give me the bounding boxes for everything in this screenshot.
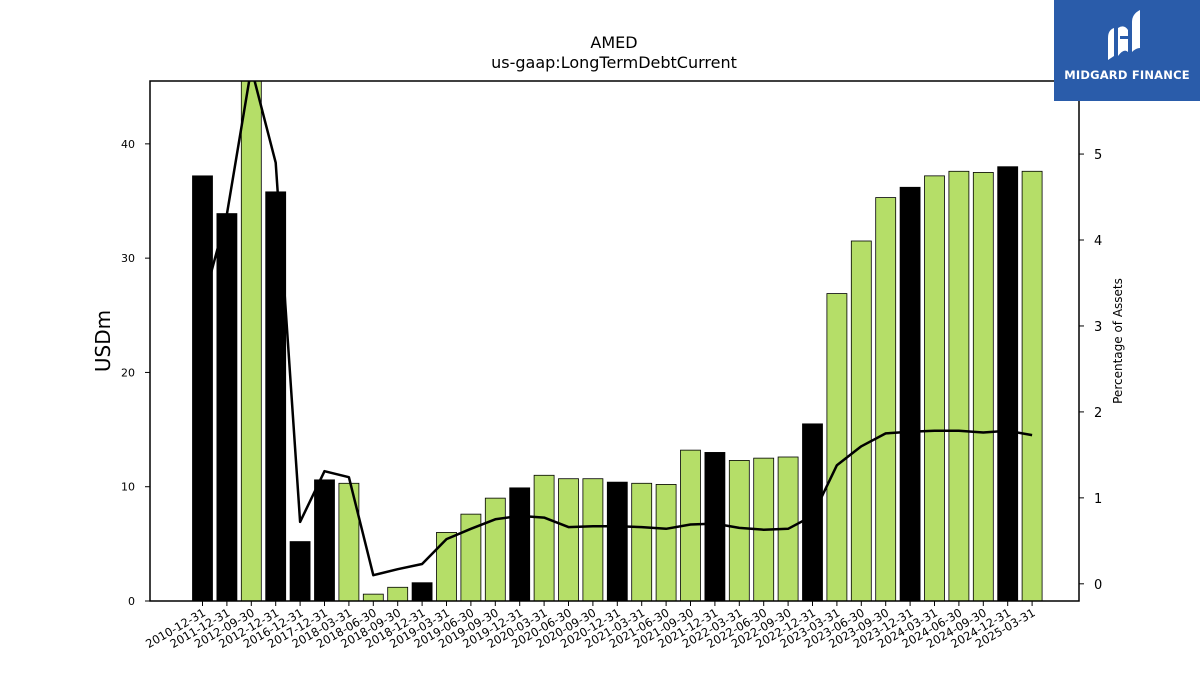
bar-2023-12-31 bbox=[899, 186, 921, 601]
bar-2020-06-30 bbox=[558, 478, 579, 601]
bar-2011-12-31 bbox=[216, 213, 238, 601]
y2-tick-label: 5 bbox=[1094, 148, 1102, 163]
bar-2024-03-31 bbox=[924, 175, 945, 601]
x-axis: 2010-12-312011-12-312012-09-302012-12-31… bbox=[143, 601, 1038, 651]
bar-2016-12-31 bbox=[289, 541, 311, 601]
bar-2020-09-30 bbox=[582, 478, 604, 601]
y2-tick-label: 3 bbox=[1094, 320, 1102, 335]
y-tick-label: 30 bbox=[121, 252, 135, 265]
bar-2010-12-31 bbox=[192, 175, 213, 601]
bar-2019-03-31 bbox=[436, 532, 457, 601]
y2-axis-label: Percentage of Assets bbox=[1111, 278, 1125, 404]
y-axis-right: 0 1 2 3 4 5 bbox=[1079, 148, 1102, 593]
bar-2021-12-31 bbox=[704, 452, 726, 601]
plot-frame bbox=[149, 80, 1080, 602]
bar-2018-06-30 bbox=[362, 593, 384, 601]
bar-2020-12-31 bbox=[606, 481, 628, 601]
y-axis-left: 0 10 20 30 40 bbox=[121, 138, 150, 608]
y2-tick-label: 1 bbox=[1094, 492, 1102, 507]
bar-2018-09-30 bbox=[387, 586, 409, 601]
bar-2022-03-31 bbox=[728, 460, 750, 601]
bar-2025-03-31 bbox=[1021, 170, 1043, 601]
line-group bbox=[201, 81, 1033, 577]
y-tick-label: 20 bbox=[121, 366, 135, 379]
brand-name: MIDGARD FINANCE bbox=[1064, 68, 1190, 82]
bar-2022-12-31 bbox=[802, 423, 823, 601]
bar-2017-12-31 bbox=[314, 479, 335, 601]
bar-2020-03-31 bbox=[533, 474, 555, 601]
bar-2023-03-31 bbox=[826, 293, 848, 601]
bar-2023-09-30 bbox=[875, 197, 897, 601]
y2-tick-label: 2 bbox=[1094, 406, 1102, 421]
y-axis-label: USDm bbox=[91, 310, 115, 372]
y2-tick-label: 4 bbox=[1094, 234, 1102, 249]
y-tick-label: 0 bbox=[128, 595, 135, 608]
bar-2024-12-31 bbox=[997, 166, 1019, 601]
chart-subtitle: us-gaap:LongTermDebtCurrent bbox=[491, 53, 737, 72]
midgard-logo-icon bbox=[1108, 10, 1140, 60]
bar-2019-06-30 bbox=[460, 513, 482, 601]
y-tick-label: 10 bbox=[121, 481, 135, 494]
bar-2021-03-31 bbox=[631, 482, 653, 601]
brand-logo: MIDGARD FINANCE bbox=[1054, 0, 1200, 101]
bar-2021-06-30 bbox=[655, 484, 677, 601]
bar-2024-09-30 bbox=[972, 172, 994, 601]
bar-2019-09-30 bbox=[484, 497, 506, 601]
bar-2012-09-30 bbox=[240, 81, 262, 601]
bar-2023-06-30 bbox=[850, 240, 872, 601]
bar-2024-06-30 bbox=[948, 170, 970, 601]
bars-group bbox=[192, 81, 1043, 601]
y2-tick-label: 0 bbox=[1094, 578, 1102, 593]
bar-2012-12-31 bbox=[265, 191, 287, 601]
chart-title: AMED bbox=[590, 33, 637, 52]
bar-2019-12-31 bbox=[509, 487, 531, 601]
bar-2018-12-31 bbox=[411, 582, 433, 601]
y-tick-label: 40 bbox=[121, 138, 135, 151]
percentage-line bbox=[201, 81, 1033, 577]
